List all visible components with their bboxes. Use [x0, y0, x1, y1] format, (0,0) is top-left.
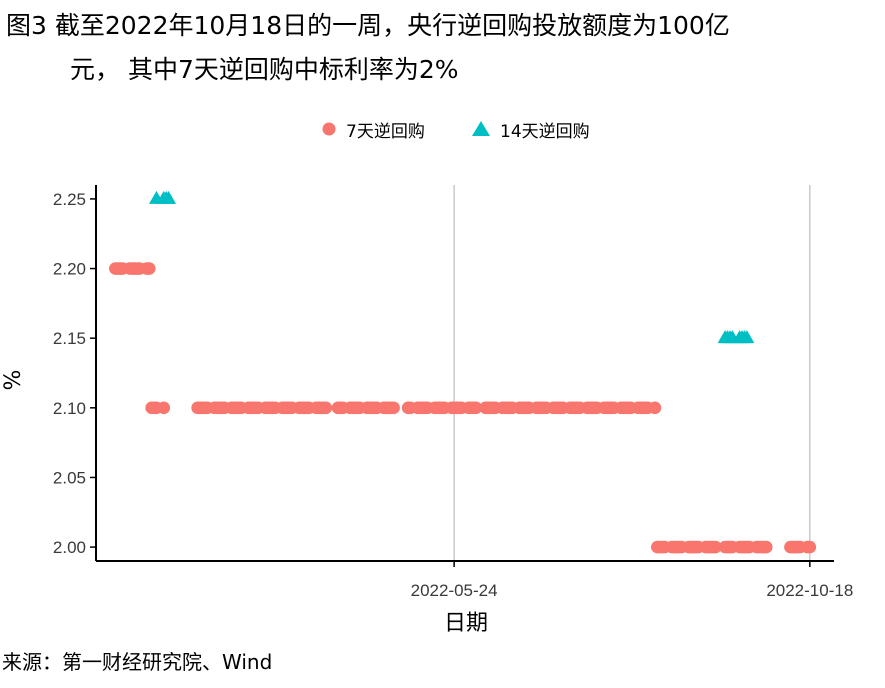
legend-triangle-marker [472, 121, 490, 136]
tick-labels: 2.00 2.05 2.10 2.15 2.20 2.25 2022-05-24 2022-1… [53, 190, 853, 600]
point-7d-10 [142, 262, 156, 275]
point-7d-177 [759, 540, 773, 554]
figure-title-line-1: 图3 截至2022年10月18日的一周，央行逆回购投放额度为100亿 [6, 11, 730, 40]
figure-title-line-2: 元， 其中7天逆回购中标利率为2% [70, 55, 459, 84]
y-tick-label-4: 2.20 [53, 260, 86, 279]
chart-legend: 7天逆回购 14天逆回购 [0, 114, 885, 144]
series-14d-points [148, 190, 755, 344]
figure-title: 图3 截至2022年10月18日的一周，央行逆回购投放额度为100亿 元， 其中… [6, 4, 876, 92]
point-7d-54 [319, 401, 333, 415]
point-7d-163 [709, 540, 722, 554]
legend-circle-shape [322, 122, 336, 136]
point-7d-93 [469, 401, 483, 415]
legend-label-14d: 14天逆回购 [500, 121, 590, 142]
series-7d-points [109, 262, 817, 554]
legend-label-7d: 7天逆回购 [346, 121, 425, 142]
y-tick-label-1: 2.05 [53, 468, 86, 487]
grid-lines [453, 185, 811, 561]
legend-circle-marker [322, 122, 336, 136]
y-tick-label-5: 2.25 [53, 190, 86, 209]
legend-triangle-shape [472, 121, 490, 136]
point-7d-184 [803, 540, 817, 554]
point-7d-144 [648, 401, 662, 415]
point-14d-3 [161, 190, 177, 204]
y-tick-label-2: 2.10 [53, 399, 86, 418]
point-7d-14 [157, 401, 171, 415]
x-axis-title: 日期 [444, 611, 488, 636]
axes [90, 185, 834, 567]
point-7d-72 [387, 401, 400, 415]
point-14d-11 [739, 330, 755, 344]
x-tick-label-1: 2022-10-18 [766, 581, 853, 600]
y-tick-label-0: 2.00 [53, 538, 86, 557]
legend-item-7d: 7天逆回购 [322, 114, 425, 144]
source-note: 来源：第一财经研究院、Wind [2, 650, 273, 674]
x-tick-label-0: 2022-05-24 [411, 581, 498, 600]
y-axis-title: % [1, 370, 26, 391]
legend-item-14d: 14天逆回购 [472, 114, 590, 144]
y-tick-label-3: 2.15 [53, 329, 86, 348]
